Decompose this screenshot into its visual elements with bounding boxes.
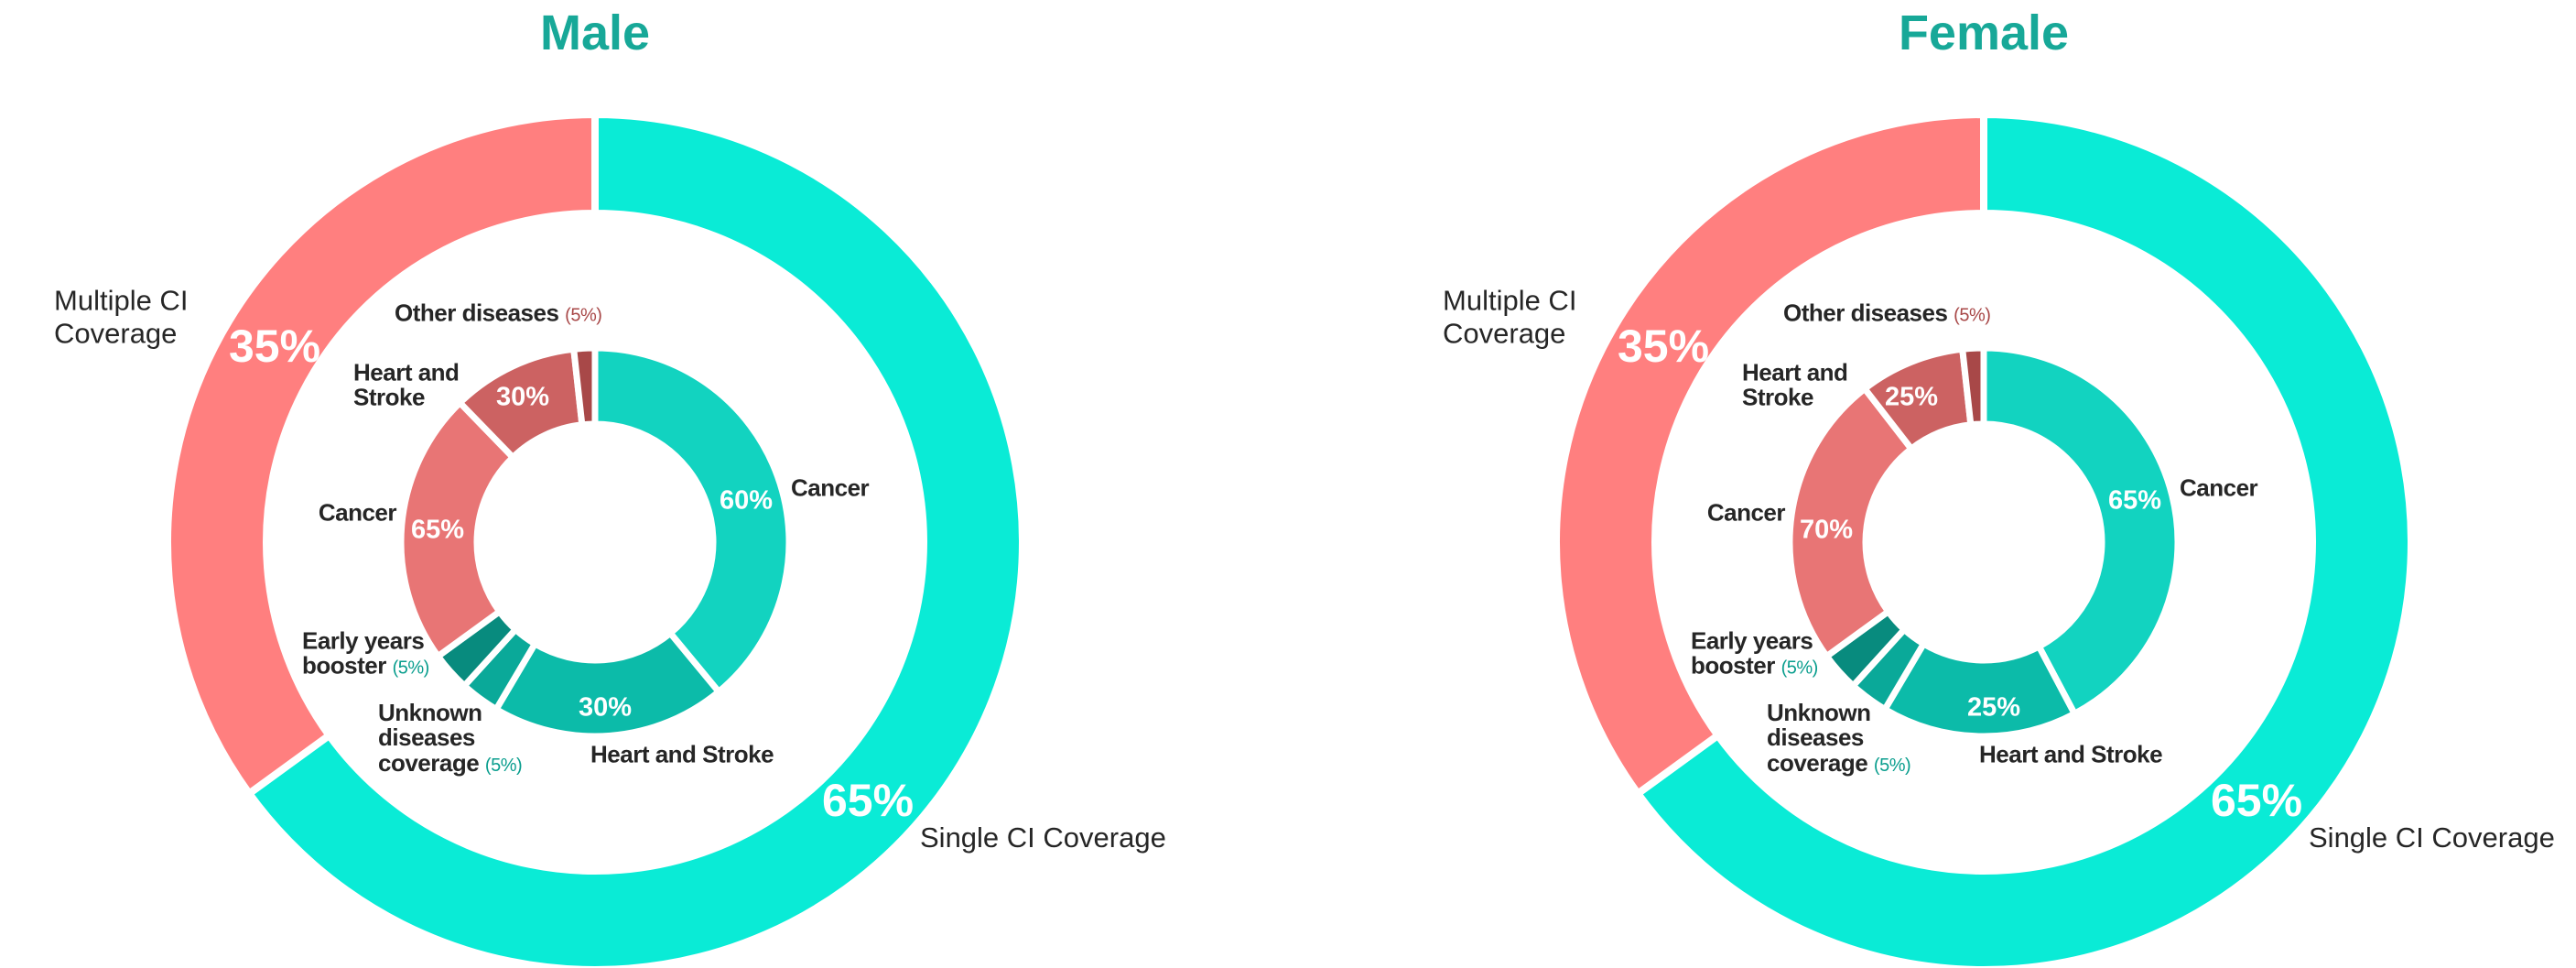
- inner-value-label: 25%: [1884, 382, 1939, 412]
- inner-value-label: 70%: [1799, 515, 1854, 545]
- inner-label: Cancer: [791, 473, 870, 502]
- outer-value-label: 35%: [228, 321, 321, 372]
- inner-segment: [1958, 344, 1987, 429]
- inner-label: Cancer: [1706, 498, 1786, 527]
- inner-category: Other diseases: [1783, 299, 1948, 327]
- inner-category: Early years booster: [1691, 626, 1813, 680]
- inner-category: Cancer: [318, 498, 397, 527]
- outer-segment: [164, 110, 599, 799]
- inner-category: Heart and Stroke: [353, 358, 460, 411]
- inner-label: Cancer: [318, 498, 397, 527]
- inner-category: Unknown diseases coverage: [1767, 699, 1871, 777]
- inner-segment: [569, 344, 599, 429]
- chart-title: Female: [1898, 5, 2070, 60]
- inner-category: Heart and Stroke: [1742, 358, 1848, 411]
- inner-category: Early years booster: [302, 626, 425, 680]
- inner-category: Heart and Stroke: [590, 740, 774, 768]
- inner-segment: [1786, 384, 1916, 661]
- inner-value-label: 25%: [1966, 692, 2021, 723]
- inner-segment: [1980, 344, 2181, 719]
- inner-label: Unknown diseases coverage (5%): [1767, 699, 1941, 777]
- outer-label: Multiple CI Coverage: [1443, 284, 1577, 349]
- inner-label: Heart and Stroke: [590, 742, 774, 767]
- outer-segment: [1553, 110, 1987, 799]
- inner-value-label: (5%): [565, 305, 602, 326]
- inner-category: Other diseases: [395, 299, 559, 327]
- inner-value-label: (5%): [1873, 755, 1911, 776]
- outer-segment: [244, 110, 1026, 968]
- inner-category: Cancer: [791, 473, 870, 502]
- outer-label: Single CI Coverage: [920, 821, 1166, 854]
- inner-segment: [492, 628, 724, 740]
- inner-value-label: 30%: [578, 692, 633, 723]
- inner-segment: [591, 344, 793, 697]
- inner-value-label: 65%: [2107, 485, 2162, 516]
- outer-value-label: 35%: [1617, 321, 1710, 372]
- outer-value-label: 65%: [821, 775, 915, 826]
- inner-label: Unknown diseases coverage (5%): [378, 699, 552, 777]
- inner-label: Other diseases (5%): [395, 299, 602, 327]
- inner-value-label: (5%): [484, 755, 523, 776]
- inner-label: Heart and Stroke: [1742, 358, 1870, 411]
- inner-value-label: (5%): [392, 658, 430, 679]
- inner-label: Early years booster (5%): [302, 626, 467, 680]
- outer-label: Single CI Coverage: [2309, 821, 2555, 854]
- inner-label: Early years booster (5%): [1691, 626, 1856, 680]
- inner-label: Cancer: [2180, 473, 2258, 502]
- inner-value-label: (5%): [1780, 658, 1819, 679]
- inner-category: Heart and Stroke: [1979, 740, 2163, 768]
- inner-category: Unknown diseases coverage: [378, 699, 482, 777]
- outer-label: Multiple CI Coverage: [54, 284, 189, 349]
- inner-label: Heart and Stroke: [1979, 740, 2163, 768]
- inner-value-label: 60%: [719, 485, 774, 516]
- inner-value-label: 65%: [410, 515, 465, 545]
- inner-value-label: 30%: [495, 382, 550, 412]
- outer-value-label: 65%: [2210, 775, 2303, 826]
- chart-title: Male: [539, 5, 651, 60]
- outer-segment: [1632, 110, 2415, 968]
- inner-label: Other diseases (5%): [1783, 299, 1991, 327]
- inner-category: Cancer: [1706, 498, 1786, 527]
- inner-segment: [397, 397, 518, 661]
- inner-label: Heart and Stroke: [353, 358, 482, 411]
- inner-category: Cancer: [2180, 473, 2258, 502]
- inner-value-label: (5%): [1954, 305, 1991, 326]
